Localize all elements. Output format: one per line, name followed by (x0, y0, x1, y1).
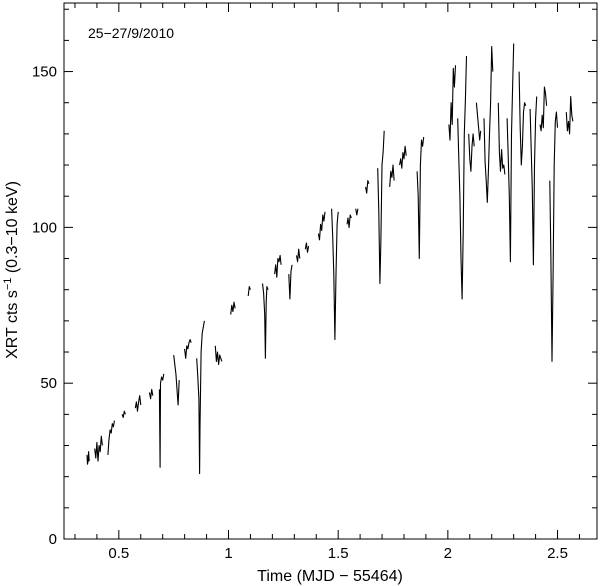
light-curve-segment (468, 133, 475, 172)
light-curve-segment (355, 208, 359, 216)
light-curve-segment (331, 208, 339, 341)
light-curve-segment (475, 102, 482, 141)
plot-frame (63, 2, 598, 540)
light-curve-segment (121, 410, 126, 419)
light-curve-segment (247, 286, 251, 296)
light-curve-segment (261, 283, 269, 359)
y-tick-label: 50 (40, 375, 57, 392)
light-curve-segment (389, 164, 395, 187)
y-axis-title-exponent: −1 (2, 278, 14, 291)
light-curve-segment (196, 320, 205, 475)
light-curve-segment (518, 71, 527, 166)
light-curve-segment (483, 46, 494, 203)
series-layer (86, 43, 574, 475)
light-curve-segment (107, 420, 115, 455)
light-curve-segment (148, 388, 154, 400)
light-curve-segment (214, 345, 223, 366)
light-curve-segment (506, 43, 515, 263)
light-curve-segment (158, 373, 165, 468)
light-curve-segment (549, 111, 559, 362)
x-tick-label: 2 (444, 545, 452, 562)
light-curve-segment (346, 214, 352, 228)
y-tick-label: 150 (32, 64, 57, 81)
light-curve-segment (529, 96, 538, 266)
light-curve-segment (399, 145, 407, 169)
x-tick-label: 1 (224, 545, 232, 562)
x-axis-title: Time (MJD − 55464) (257, 568, 403, 585)
light-curve-segment (94, 435, 103, 462)
y-axis-title-tail: (0.3−10 keV) (4, 181, 21, 278)
light-curve-segment (416, 136, 425, 260)
x-tick-label: 0.5 (108, 545, 129, 562)
y-tick-label: 0 (49, 531, 57, 548)
light-curve-segment (304, 242, 310, 253)
light-curve-segment (184, 339, 192, 359)
light-curve-segment (457, 55, 468, 300)
x-tick-label: 1.5 (328, 545, 349, 562)
x-axis-ticks: 0.5 1 1.5 2 2.5 (74, 3, 580, 562)
light-curve-segment (317, 211, 326, 241)
light-curve-segment (295, 248, 301, 263)
light-curve-segment (134, 395, 142, 412)
light-curve-segment (377, 130, 385, 285)
light-curve-segment (497, 102, 506, 175)
y-axis-ticks: 0 50 100 150 (32, 8, 597, 548)
light-curve-segment (288, 264, 293, 300)
light-curve-segment (448, 65, 457, 141)
light-curve-segment (86, 451, 90, 465)
light-curve-segment (539, 86, 548, 132)
date-annotation: 25−27/9/2010 (88, 25, 174, 41)
y-axis-title: XRT cts s−1 (0.3−10 keV) (2, 181, 21, 359)
y-axis-title-main: XRT cts s (4, 290, 21, 359)
light-curve-segment (274, 254, 282, 278)
light-curve-segment (230, 301, 236, 315)
light-curve-segment (365, 180, 370, 194)
y-tick-label: 100 (32, 219, 57, 236)
light-curve-segment (173, 355, 180, 406)
x-tick-label: 2.5 (547, 545, 568, 562)
light-curve-segment (565, 95, 574, 135)
